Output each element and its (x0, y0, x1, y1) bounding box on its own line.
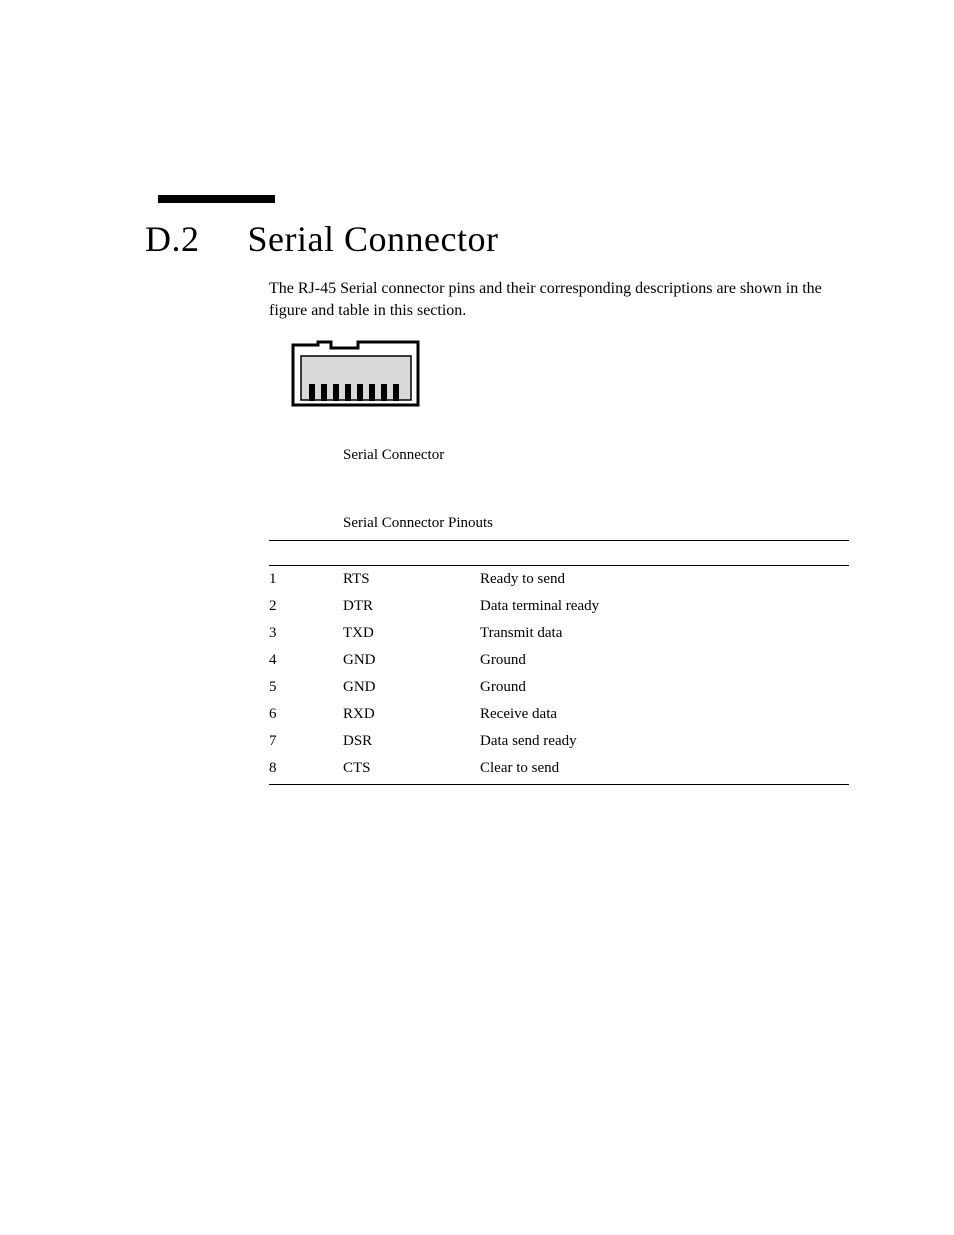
cell-description: Data terminal ready (480, 593, 849, 620)
pinout-table: 1 RTS Ready to send 2 DTR Data terminal … (269, 540, 849, 785)
table-row: 1 RTS Ready to send (269, 566, 849, 594)
table-header-row (269, 541, 849, 566)
document-page: D.2 Serial Connector The RJ-45 Serial co… (0, 0, 954, 1235)
section-title: Serial Connector (248, 218, 499, 260)
cell-signal: DTR (343, 593, 480, 620)
pinout-table-body: 1 RTS Ready to send 2 DTR Data terminal … (269, 566, 849, 785)
table-row: 7 DSR Data send ready (269, 728, 849, 755)
cell-description: Data send ready (480, 728, 849, 755)
cell-description: Transmit data (480, 620, 849, 647)
table-row: 4 GND Ground (269, 647, 849, 674)
cell-description: Ground (480, 647, 849, 674)
cell-signal: RXD (343, 701, 480, 728)
cell-pin: 3 (269, 620, 343, 647)
section-rule (158, 195, 275, 203)
cell-pin: 8 (269, 755, 343, 785)
cell-signal: GND (343, 647, 480, 674)
cell-description: Ready to send (480, 566, 849, 594)
table-row: 6 RXD Receive data (269, 701, 849, 728)
table-row: 5 GND Ground (269, 674, 849, 701)
table-row: 8 CTS Clear to send (269, 755, 849, 785)
cell-description: Ground (480, 674, 849, 701)
cell-description: Receive data (480, 701, 849, 728)
intro-paragraph: The RJ-45 Serial connector pins and thei… (269, 278, 849, 321)
cell-pin: 5 (269, 674, 343, 701)
cell-pin: 2 (269, 593, 343, 620)
cell-description: Clear to send (480, 755, 849, 785)
section-number: D.2 (145, 218, 200, 260)
cell-signal: CTS (343, 755, 480, 785)
cell-pin: 7 (269, 728, 343, 755)
cell-signal: TXD (343, 620, 480, 647)
section-heading: D.2 Serial Connector (145, 218, 498, 260)
table-row: 2 DTR Data terminal ready (269, 593, 849, 620)
rj45-connector-diagram (288, 340, 428, 415)
table-caption: Serial Connector Pinouts (343, 515, 493, 532)
cell-signal: GND (343, 674, 480, 701)
cell-pin: 1 (269, 566, 343, 594)
table-row: 3 TXD Transmit data (269, 620, 849, 647)
cell-signal: DSR (343, 728, 480, 755)
rj45-connector-icon (288, 340, 428, 410)
cell-pin: 4 (269, 647, 343, 674)
cell-signal: RTS (343, 566, 480, 594)
cell-pin: 6 (269, 701, 343, 728)
figure-caption: Serial Connector (343, 447, 444, 464)
